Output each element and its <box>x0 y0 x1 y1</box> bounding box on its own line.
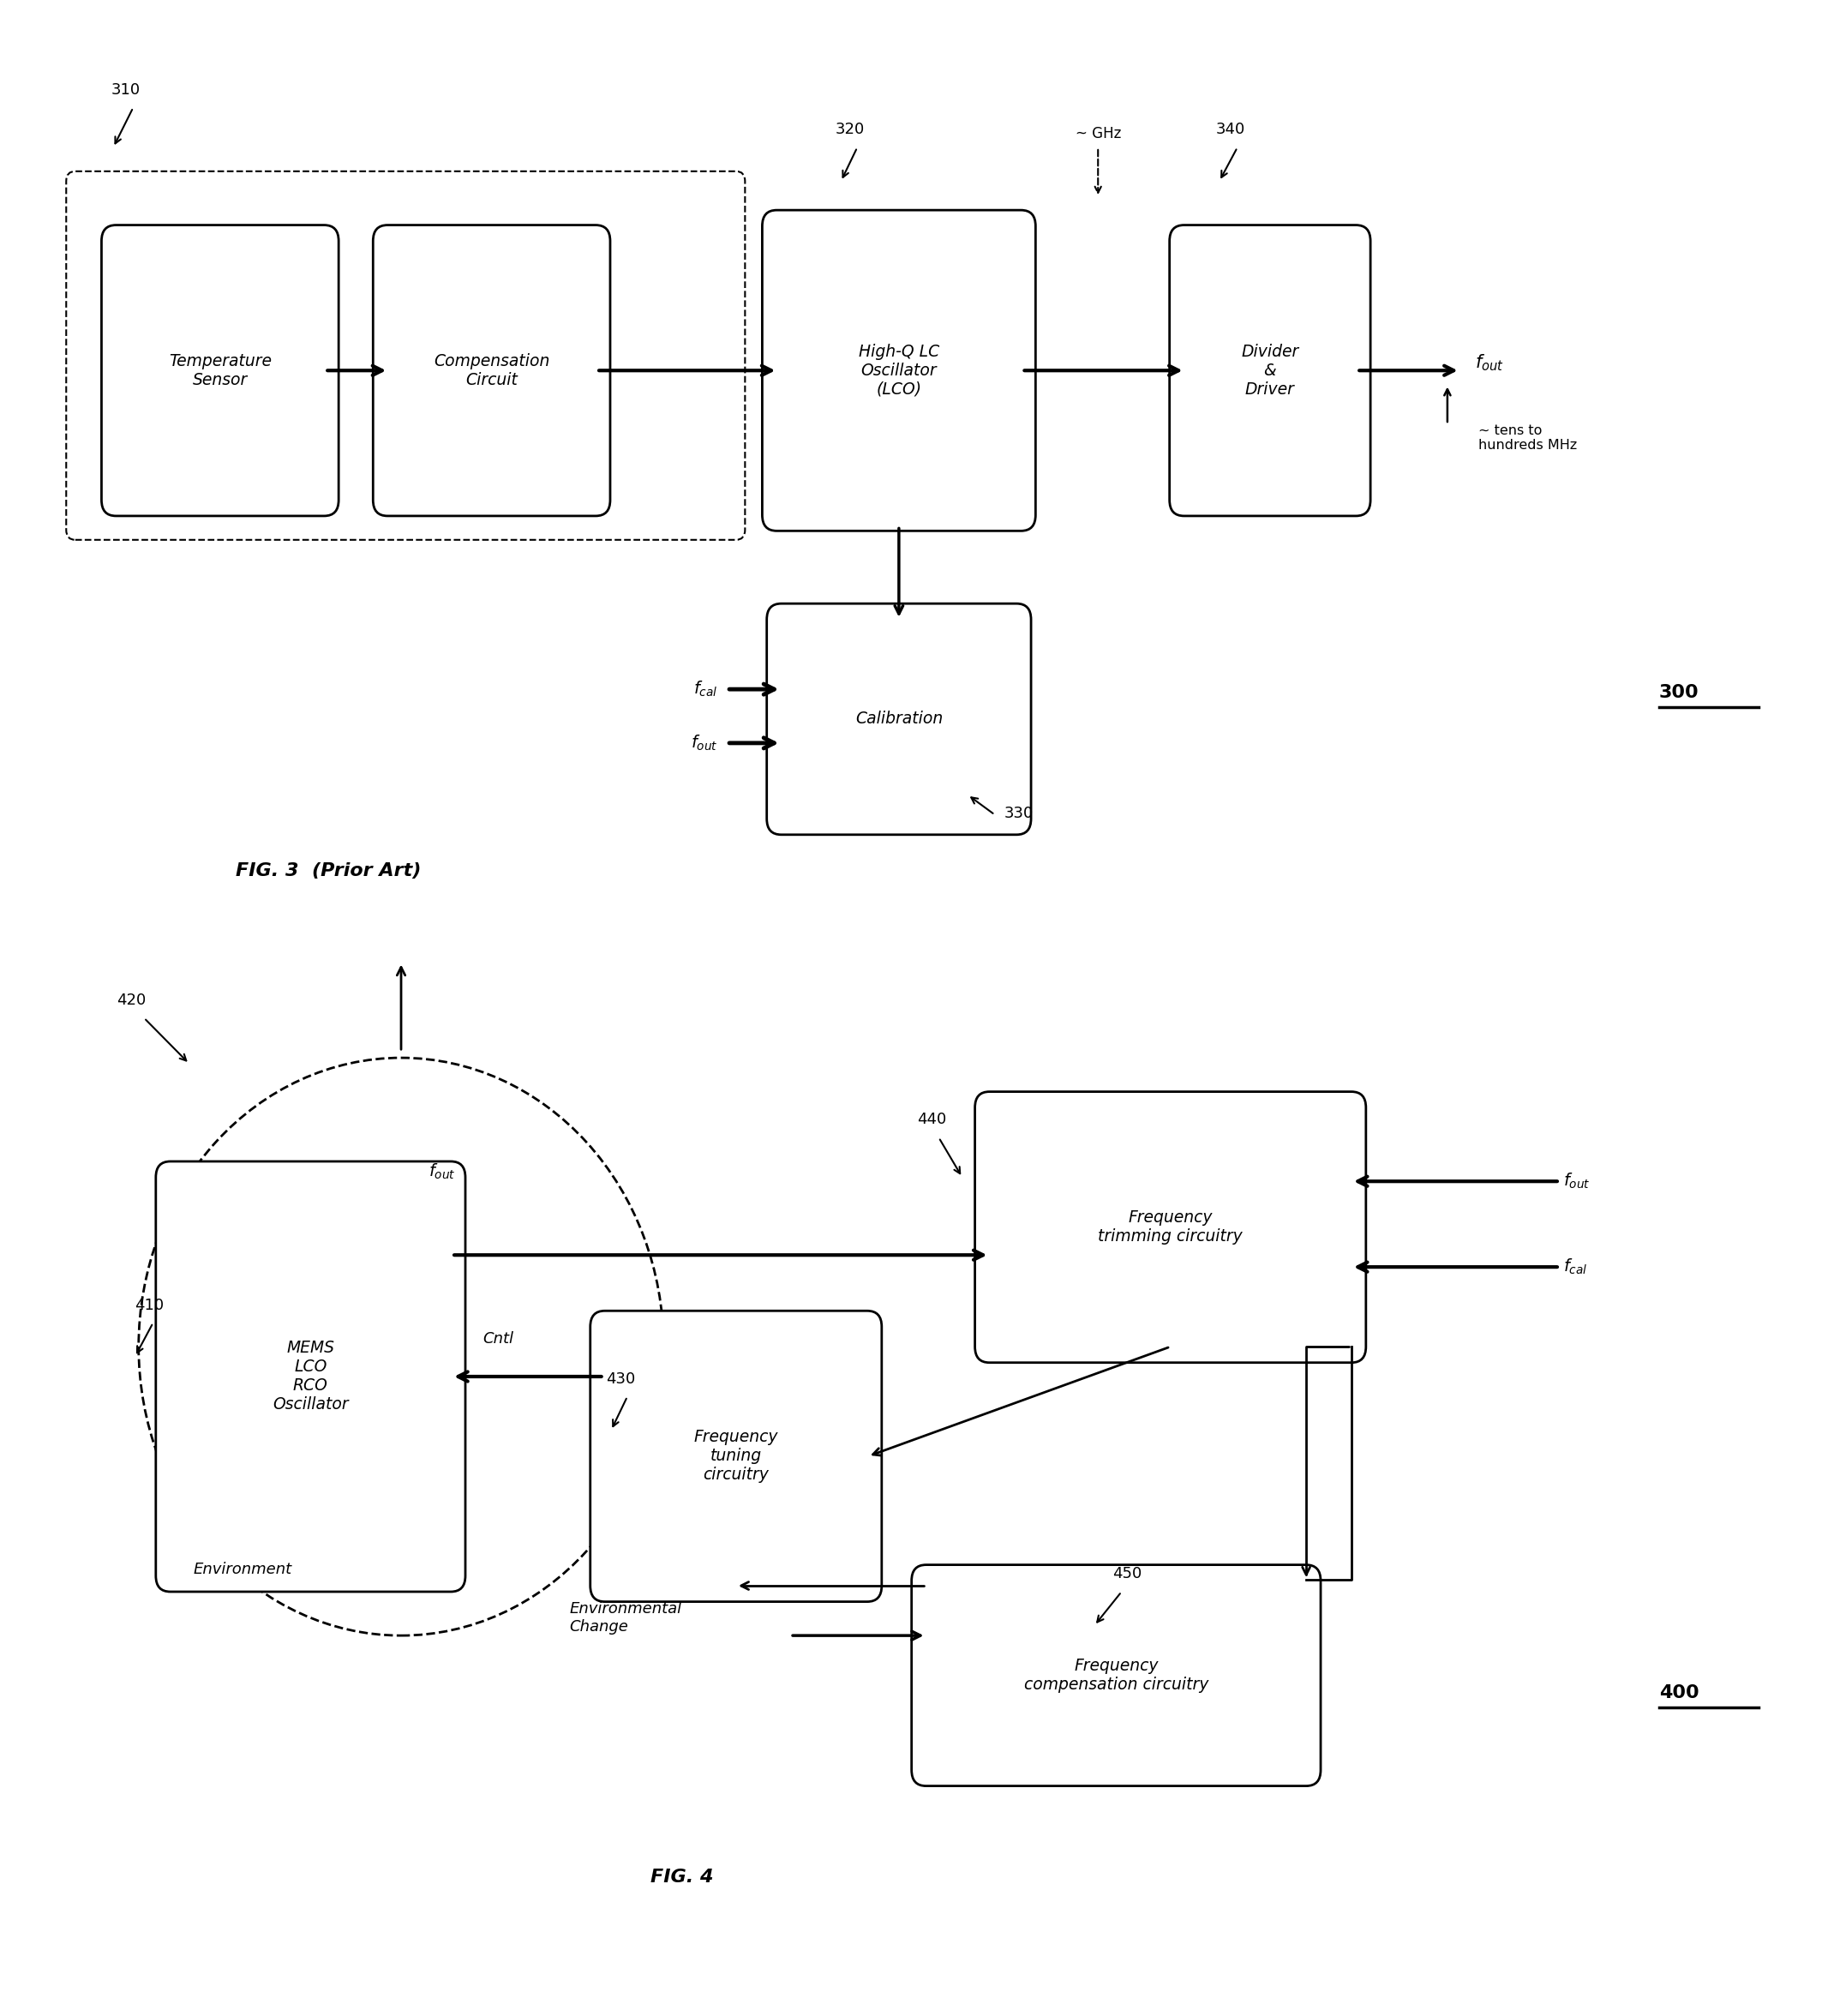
Text: Environmental
Change: Environmental Change <box>569 1601 682 1635</box>
Text: $f_{out}$: $f_{out}$ <box>1563 1171 1590 1191</box>
Text: Frequency
trimming circuitry: Frequency trimming circuitry <box>1099 1210 1243 1244</box>
Text: ~ GHz: ~ GHz <box>1075 125 1121 141</box>
FancyBboxPatch shape <box>1170 226 1370 516</box>
Text: Frequency
compensation circuitry: Frequency compensation circuitry <box>1023 1657 1209 1693</box>
Text: 420: 420 <box>117 992 147 1008</box>
Text: $f_{cal}$: $f_{cal}$ <box>693 679 717 700</box>
Text: Calibration: Calibration <box>855 712 943 728</box>
Text: Environment: Environment <box>193 1562 292 1577</box>
Text: $f_{out}$: $f_{out}$ <box>1475 353 1504 373</box>
Text: 300: 300 <box>1660 683 1698 702</box>
Text: FIG. 4: FIG. 4 <box>651 1869 713 1885</box>
Text: $f_{out}$: $f_{out}$ <box>691 734 717 752</box>
Text: 330: 330 <box>1003 804 1033 821</box>
FancyBboxPatch shape <box>101 226 339 516</box>
Text: Divider
&
Driver: Divider & Driver <box>1242 343 1298 397</box>
Text: MEMS
LCO
RCO
Oscillator: MEMS LCO RCO Oscillator <box>273 1341 348 1413</box>
Text: ~ tens to
hundreds MHz: ~ tens to hundreds MHz <box>1478 423 1577 452</box>
FancyBboxPatch shape <box>591 1310 882 1601</box>
FancyBboxPatch shape <box>156 1161 466 1593</box>
Text: 340: 340 <box>1216 123 1245 137</box>
Text: 450: 450 <box>1113 1566 1143 1583</box>
FancyBboxPatch shape <box>372 226 611 516</box>
Text: Frequency
tuning
circuitry: Frequency tuning circuitry <box>693 1429 778 1484</box>
FancyBboxPatch shape <box>767 603 1031 835</box>
Text: Temperature
Sensor: Temperature Sensor <box>169 353 271 387</box>
Text: 430: 430 <box>605 1371 635 1387</box>
FancyBboxPatch shape <box>976 1093 1366 1363</box>
Text: 310: 310 <box>112 83 141 97</box>
Text: $f_{cal}$: $f_{cal}$ <box>1563 1258 1588 1276</box>
Text: 320: 320 <box>836 123 866 137</box>
Text: Compensation
Circuit: Compensation Circuit <box>433 353 550 387</box>
Text: FIG. 3  (Prior Art): FIG. 3 (Prior Art) <box>237 863 422 879</box>
FancyBboxPatch shape <box>763 210 1036 530</box>
Text: 410: 410 <box>136 1298 165 1312</box>
Text: 400: 400 <box>1660 1683 1698 1702</box>
Text: 440: 440 <box>917 1113 946 1127</box>
FancyBboxPatch shape <box>911 1564 1320 1786</box>
Text: Cntl: Cntl <box>482 1331 514 1347</box>
Text: High-Q LC
Oscillator
(LCO): High-Q LC Oscillator (LCO) <box>858 343 939 397</box>
Text: $f_{out}$: $f_{out}$ <box>429 1161 455 1181</box>
